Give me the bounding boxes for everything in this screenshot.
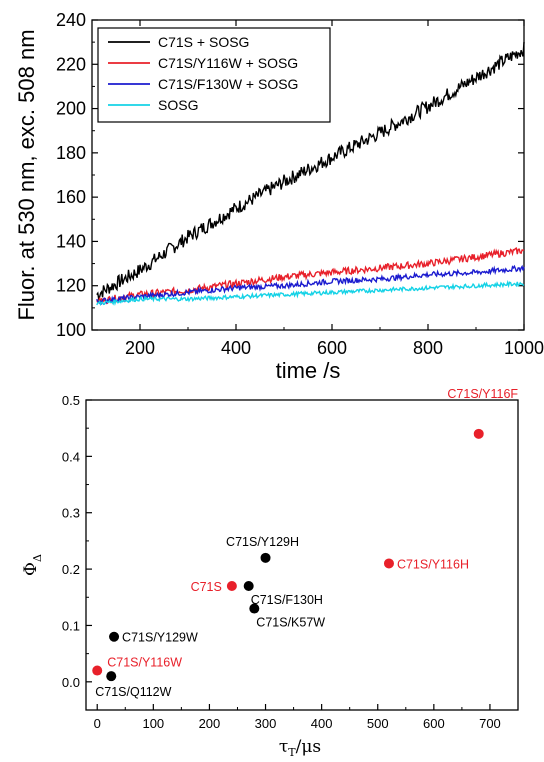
top-y-tick-label: 160 (56, 187, 86, 207)
data-point (106, 671, 117, 682)
top-x-axis-label: time /s (276, 358, 341, 383)
legend: C71S + SOSG C71S/Y116W + SOSG C71S/F130W +… (97, 27, 331, 123)
bottom-plot-frame (85, 399, 519, 711)
point-label: C71S/Y116H (397, 557, 469, 571)
legend-box (97, 27, 331, 123)
data-point (109, 631, 120, 642)
bottom-x-tick-label: 100 (142, 716, 164, 731)
bottom-y-axis-label: ΦΔ (21, 554, 44, 576)
bottom-chart-points: C71S/Y116F C71S/Y129H C71S/Y116H C71S C71S/F… (92, 387, 518, 699)
top-chart-series (96, 41, 525, 307)
top-x-tick-label: 600 (317, 338, 347, 358)
legend-label: C71S + SOSG (158, 34, 249, 50)
bottom-x-tick-label: 300 (255, 716, 277, 731)
top-y-tick-label: 220 (56, 54, 86, 74)
bottom-x-tick-label: 0 (94, 716, 101, 731)
data-point (226, 581, 237, 591)
data-point (383, 558, 394, 569)
bottom-x-tick-label: 600 (423, 716, 445, 731)
top-y-tick-label: 100 (56, 320, 86, 340)
top-y-tick-label: 180 (56, 143, 86, 163)
bottom-x-axis-label: τT/μs (279, 737, 321, 759)
top-chart-ticks: 200 400 600 800 1000 100 120 140 160 180 200 220 240 (56, 10, 544, 358)
bottom-y-tick-label: 0.1 (62, 618, 80, 633)
bottom-x-tick-label: 500 (367, 716, 389, 731)
data-point (243, 581, 254, 591)
bottom-x-tick-label: 400 (311, 716, 333, 731)
point-label: C71S/Y129H (226, 535, 299, 549)
top-x-tick-label: 800 (413, 338, 443, 358)
top-y-tick-label: 240 (56, 10, 86, 30)
legend-label: C71S/Y116W + SOSG (158, 55, 298, 71)
series-line-1 (96, 247, 525, 305)
point-label: C71S/Y116W (107, 656, 182, 670)
data-point (92, 665, 103, 676)
top-y-tick-label: 140 (56, 231, 86, 251)
bottom-y-tick-label: 0.5 (62, 393, 80, 408)
series-line-2 (96, 264, 525, 306)
bottom-y-tick-label: 0.3 (62, 506, 80, 521)
bottom-y-tick-label: 0.4 (62, 449, 80, 464)
top-y-tick-label: 120 (56, 276, 86, 296)
top-y-axis-label: Fluor. at 530 nm, exc. 508 nm (14, 29, 39, 320)
bottom-y-tick-label: 0.2 (62, 562, 80, 577)
top-y-tick-label: 200 (56, 99, 86, 119)
bottom-chart-ticks: 0 100 200 300 400 500 600 700 0.0 0.1 0.2 0.3 0.4 0.5 (62, 393, 519, 731)
point-label: C71S/Y116F (447, 387, 518, 401)
series-line-0 (96, 41, 525, 302)
top-x-tick-label: 400 (221, 338, 251, 358)
legend-label: C71S/F130W + SOSG (158, 76, 298, 92)
data-point (260, 552, 271, 563)
quantum-yield-scatter-chart: 0 100 200 300 400 500 600 700 0.0 0.1 0.2 0.3 0.4 0.5… (21, 387, 519, 759)
point-label: C71S/K57W (256, 616, 325, 630)
top-x-tick-label: 1000 (504, 338, 544, 358)
top-x-tick-label: 200 (125, 338, 155, 358)
point-label: C71S/Q112W (95, 685, 171, 699)
point-label: C71S (191, 580, 222, 594)
legend-label: SOSG (158, 97, 198, 113)
fluorescence-line-chart: 200 400 600 800 1000 100 120 140 160 180 200 220 240… (14, 10, 544, 383)
data-point (249, 603, 260, 614)
point-label: C71S/Y129W (122, 631, 198, 645)
series-line-3 (96, 279, 525, 307)
bottom-x-tick-label: 700 (479, 716, 501, 731)
bottom-x-tick-label: 200 (199, 716, 221, 731)
data-point (473, 428, 484, 439)
bottom-y-tick-label: 0.0 (62, 675, 80, 690)
point-label: C71S/F130H (251, 593, 323, 607)
